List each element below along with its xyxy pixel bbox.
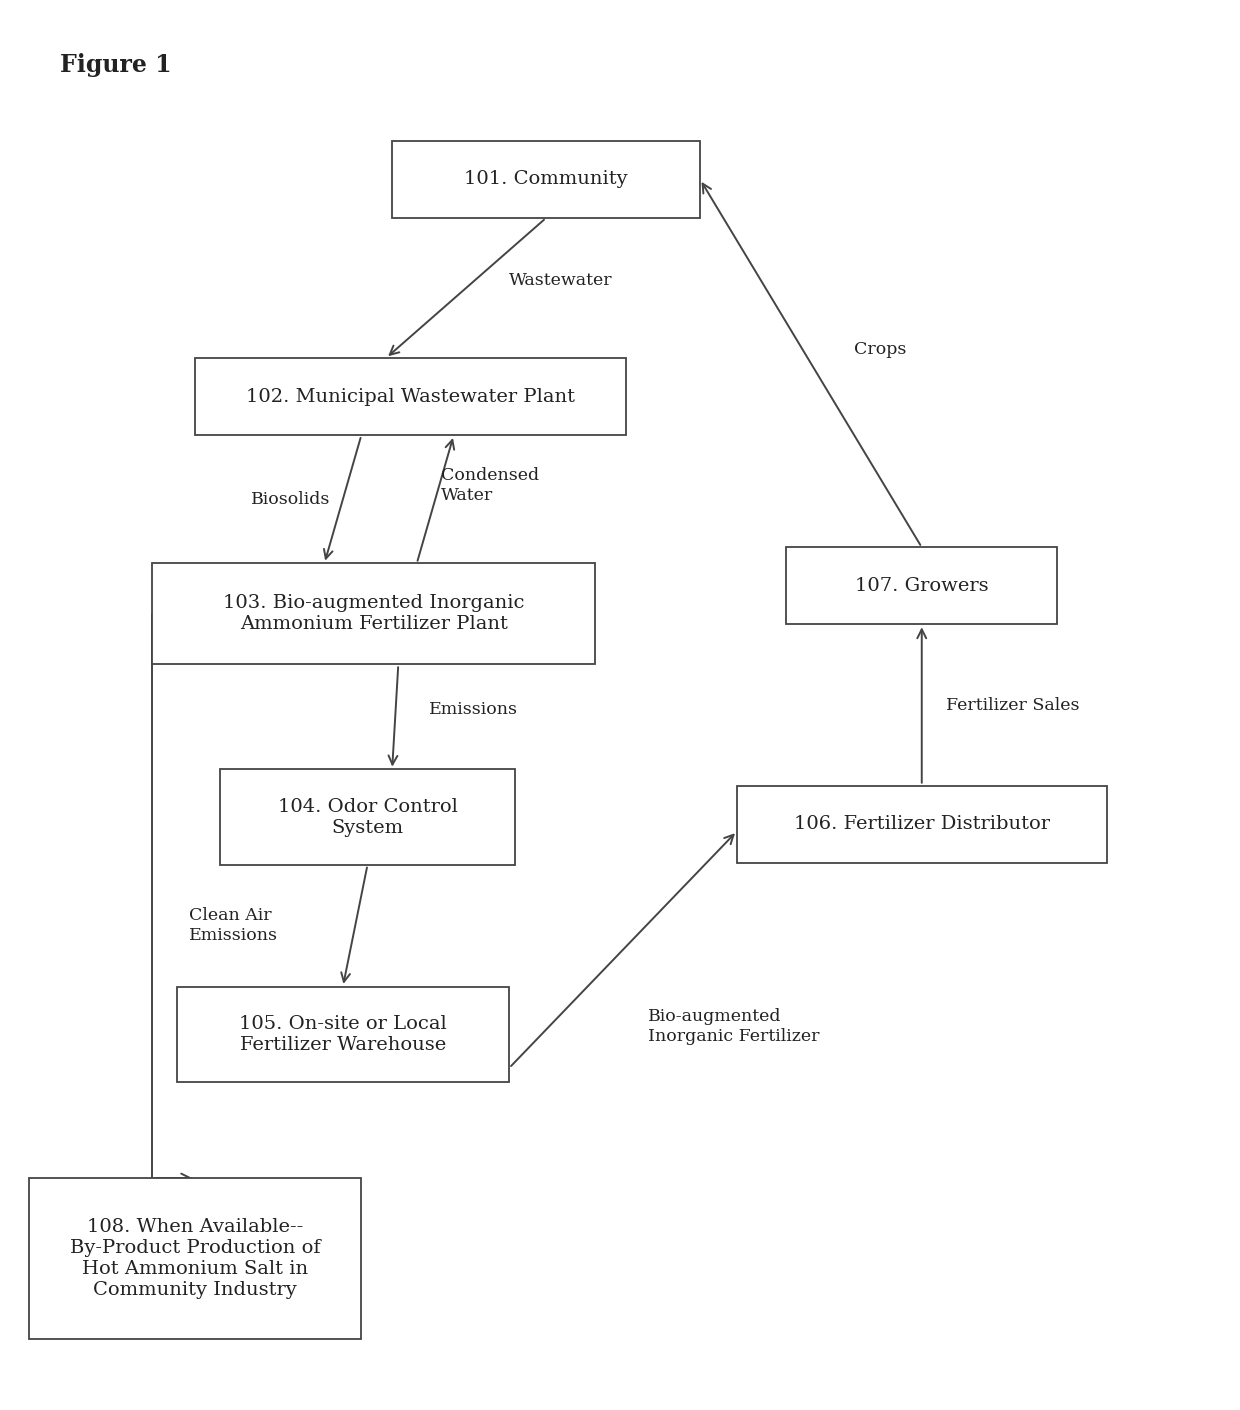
Bar bbox=[392, 141, 701, 219]
Text: 103. Bio-augmented Inorganic
Ammonium Fertilizer Plant: 103. Bio-augmented Inorganic Ammonium Fe… bbox=[223, 595, 525, 633]
Text: 107. Growers: 107. Growers bbox=[854, 577, 988, 595]
Bar bbox=[29, 1179, 361, 1340]
Text: 101. Community: 101. Community bbox=[464, 171, 627, 189]
Bar bbox=[737, 785, 1106, 863]
Bar bbox=[786, 547, 1058, 625]
Bar bbox=[195, 358, 626, 436]
Text: Bio-augmented
Inorganic Fertilizer: Bio-augmented Inorganic Fertilizer bbox=[647, 1008, 820, 1045]
Bar bbox=[153, 564, 595, 664]
Text: 105. On-site or Local
Fertilizer Warehouse: 105. On-site or Local Fertilizer Warehou… bbox=[239, 1015, 446, 1053]
Text: 102. Municipal Wastewater Plant: 102. Municipal Wastewater Plant bbox=[246, 388, 575, 406]
Text: Clean Air
Emissions: Clean Air Emissions bbox=[188, 908, 278, 945]
Text: 106. Fertilizer Distributor: 106. Fertilizer Distributor bbox=[794, 815, 1050, 833]
Text: Biosolids: Biosolids bbox=[252, 491, 331, 508]
Text: Wastewater: Wastewater bbox=[510, 272, 613, 289]
Text: Crops: Crops bbox=[854, 341, 906, 358]
Bar bbox=[176, 987, 510, 1081]
Text: 104. Odor Control
System: 104. Odor Control System bbox=[278, 798, 458, 836]
Text: Condensed
Water: Condensed Water bbox=[441, 467, 539, 503]
Text: Emissions: Emissions bbox=[429, 701, 518, 719]
Bar bbox=[219, 770, 516, 864]
Text: Figure 1: Figure 1 bbox=[60, 54, 171, 78]
Text: Fertilizer Sales: Fertilizer Sales bbox=[946, 697, 1080, 713]
Text: 108. When Available--
By-Product Production of
Hot Ammonium Salt in
Community In: 108. When Available-- By-Product Product… bbox=[69, 1218, 320, 1299]
